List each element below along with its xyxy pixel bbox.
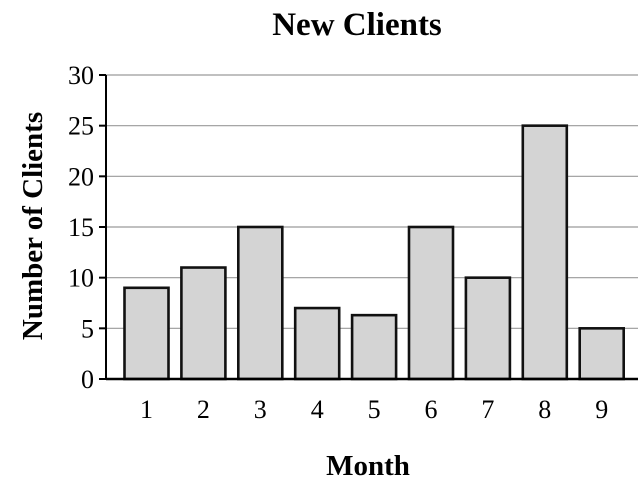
bar-month-7 bbox=[464, 276, 512, 381]
y-tick-label-5: 5 bbox=[81, 314, 94, 343]
chart-title: New Clients bbox=[272, 7, 442, 43]
bar-month-1 bbox=[123, 286, 170, 381]
x-tick-label-3: 3 bbox=[254, 395, 267, 424]
x-tick-label-5: 5 bbox=[368, 395, 381, 424]
bar-month-4 bbox=[293, 306, 341, 381]
bar-month-3 bbox=[237, 225, 284, 381]
x-tick-label-8: 8 bbox=[538, 395, 551, 424]
y-tick-label-30: 30 bbox=[68, 61, 94, 90]
x-axis-title: Month bbox=[326, 450, 410, 481]
y-tick-labels: 0 5 10 15 20 25 30 bbox=[68, 61, 94, 394]
bar-month-2 bbox=[180, 266, 227, 381]
y-tick-label-20: 20 bbox=[68, 162, 94, 191]
x-tick-label-4: 4 bbox=[311, 395, 324, 424]
bars bbox=[123, 124, 626, 381]
bar-month-6 bbox=[407, 225, 455, 381]
y-tick-label-25: 25 bbox=[68, 112, 94, 141]
x-tick-labels: 1 2 3 4 5 6 7 8 9 bbox=[140, 395, 608, 424]
x-tick-label-6: 6 bbox=[425, 395, 438, 424]
x-tick-label-1: 1 bbox=[140, 395, 153, 424]
y-tick-label-0: 0 bbox=[81, 365, 94, 394]
bar-month-5 bbox=[350, 313, 398, 381]
y-tick-label-10: 10 bbox=[68, 264, 94, 293]
y-tick-label-15: 15 bbox=[68, 213, 94, 242]
x-tick-label-7: 7 bbox=[481, 395, 494, 424]
x-tick-label-2: 2 bbox=[197, 395, 210, 424]
bar-month-8 bbox=[521, 124, 569, 381]
x-tick-label-9: 9 bbox=[595, 395, 608, 424]
y-axis-title: Number of Clients bbox=[17, 112, 49, 340]
axes bbox=[99, 74, 638, 381]
bar-month-9 bbox=[578, 327, 626, 381]
